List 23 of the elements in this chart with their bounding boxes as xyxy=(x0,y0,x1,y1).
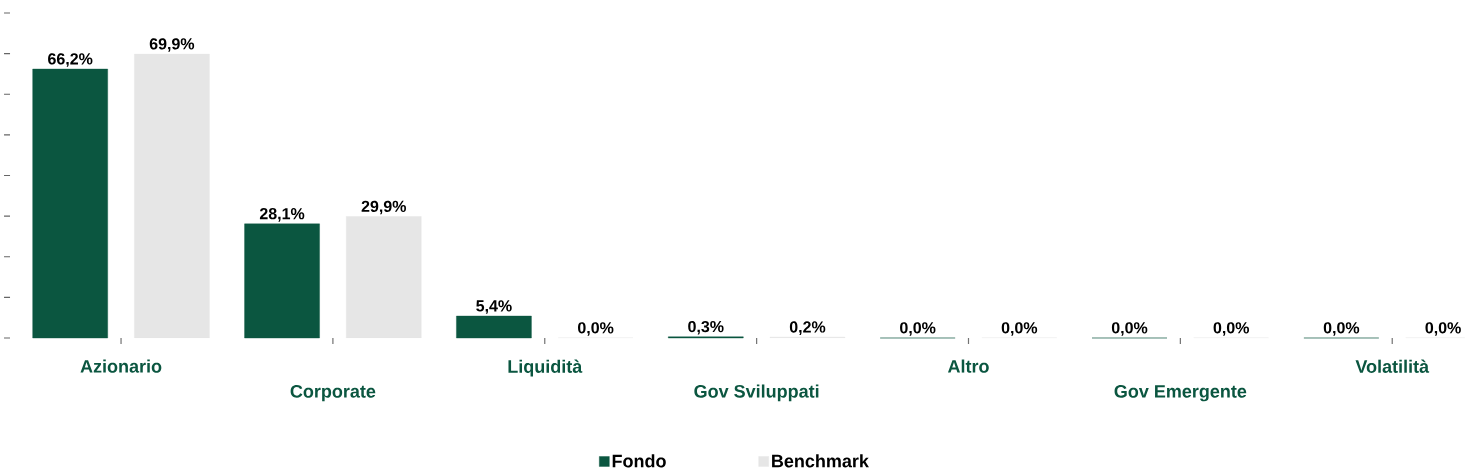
data-label: 0,0% xyxy=(900,322,936,336)
data-label: 28,1% xyxy=(259,207,305,222)
data-label: 5,4% xyxy=(476,300,512,314)
x-tick-label: Liquidità xyxy=(508,359,583,377)
data-label: 66,2% xyxy=(48,53,93,67)
data-label: 29,9% xyxy=(361,200,406,215)
data-label: 0,0% xyxy=(1213,322,1250,336)
legend-label: Benchmark xyxy=(772,454,869,468)
x-tick-label: Volatilità xyxy=(1355,359,1430,373)
x-tick-label: Azionario xyxy=(80,359,162,373)
data-label: 69,9% xyxy=(149,38,195,52)
x-tick-label: Gov Emergente xyxy=(1114,384,1247,402)
x-tick-label: Gov Sviluppati xyxy=(694,384,819,402)
data-label: 0,0% xyxy=(578,322,614,336)
data-label: 0,2% xyxy=(789,321,826,335)
data-label: 0,0% xyxy=(1001,322,1038,336)
data-label: 0,0% xyxy=(1425,322,1461,336)
data-label: 0,3% xyxy=(688,320,724,335)
legend-label: Fondo xyxy=(612,454,666,468)
data-label: 0,0% xyxy=(1323,322,1360,336)
x-tick-label: Altro xyxy=(947,359,989,373)
data-label: 0,0% xyxy=(1111,322,1148,336)
x-tick-label: Corporate xyxy=(290,384,376,402)
